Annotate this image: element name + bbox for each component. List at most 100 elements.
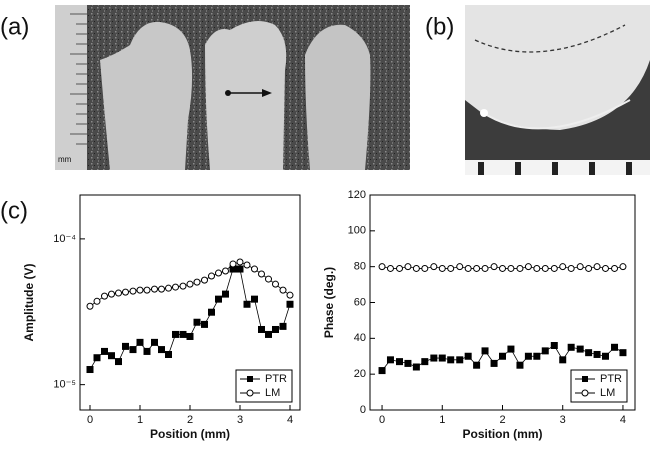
marker <box>412 363 420 371</box>
marker <box>101 347 108 355</box>
marker <box>251 265 258 273</box>
marker <box>464 352 472 360</box>
marker <box>208 308 215 316</box>
marker <box>559 356 567 364</box>
marker <box>151 338 158 346</box>
marker <box>143 286 151 294</box>
marker <box>186 280 194 288</box>
marker <box>541 347 549 355</box>
marker <box>86 366 94 374</box>
photo-b <box>465 5 650 175</box>
marker <box>421 264 429 272</box>
marker <box>516 264 524 272</box>
marker <box>593 350 601 358</box>
marker <box>481 264 489 272</box>
legend-box <box>235 369 293 403</box>
marker <box>378 367 386 375</box>
x-tick-label: 0 <box>87 414 93 426</box>
marker <box>559 263 567 271</box>
x-tick-label: 3 <box>237 414 243 426</box>
marker <box>490 359 498 367</box>
y-tick-label: 120 <box>348 189 366 201</box>
marker <box>447 356 455 364</box>
marker <box>222 290 229 298</box>
marker <box>193 318 201 326</box>
marker <box>265 275 272 283</box>
marker <box>541 264 549 272</box>
marker <box>386 264 394 272</box>
marker <box>101 292 108 300</box>
marker <box>412 264 420 272</box>
scale-label: mm <box>58 155 72 164</box>
marker <box>593 263 601 271</box>
y-tick-label: 100 <box>348 225 366 237</box>
marker <box>158 346 165 354</box>
y-tick-label: 10⁻⁵ <box>53 379 76 391</box>
marker <box>193 278 201 286</box>
marker <box>122 342 129 350</box>
marker <box>378 263 386 271</box>
marker <box>215 269 222 277</box>
marker <box>258 325 265 333</box>
marker <box>585 264 593 272</box>
marker <box>265 330 272 338</box>
marker <box>279 322 287 330</box>
marker <box>115 289 122 297</box>
marker <box>456 356 464 364</box>
marker <box>481 347 489 355</box>
marker <box>524 263 532 271</box>
marker <box>129 287 137 295</box>
marker <box>151 285 158 293</box>
marker <box>386 356 394 364</box>
marker <box>611 264 619 272</box>
y-axis-label: Amplitude (V) <box>22 264 36 342</box>
marker <box>619 349 627 357</box>
x-tick-label: 1 <box>137 414 143 426</box>
y-tick-label: 20 <box>354 368 366 380</box>
marker <box>93 297 101 305</box>
marker <box>516 361 524 369</box>
marker <box>251 295 258 303</box>
marker <box>576 263 584 271</box>
marker <box>499 352 506 360</box>
legend-label: PTR <box>600 373 622 385</box>
y-axis-label: Phase (deg.) <box>322 267 336 338</box>
x-tick-label: 4 <box>287 414 293 426</box>
marker <box>286 291 294 299</box>
marker <box>438 264 446 272</box>
marker <box>490 263 498 271</box>
marker <box>576 345 584 353</box>
marker <box>430 263 438 271</box>
x-axis-label: Position (mm) <box>150 427 230 441</box>
marker <box>507 264 515 272</box>
marker <box>585 349 593 357</box>
marker <box>136 286 144 294</box>
marker <box>158 285 165 293</box>
x-axis-label: Position (mm) <box>463 427 543 441</box>
marker <box>136 338 144 346</box>
y-tick-label: 40 <box>354 332 366 344</box>
marker <box>456 263 464 271</box>
legend-label: LM <box>265 387 280 399</box>
marker <box>619 263 627 271</box>
legend-marker <box>582 376 588 382</box>
marker <box>396 358 404 366</box>
marker <box>279 286 287 294</box>
y-tick-label: 80 <box>354 261 366 273</box>
marker <box>286 300 294 308</box>
photo-a <box>55 5 410 170</box>
legend-marker <box>581 389 589 397</box>
marker <box>438 354 446 362</box>
marker <box>567 264 575 272</box>
marker <box>93 354 101 362</box>
y-tick-label: 60 <box>354 296 366 308</box>
legend-label: LM <box>600 387 615 399</box>
marker <box>473 361 481 369</box>
marker <box>108 352 115 360</box>
marker <box>236 265 244 273</box>
legend-label: PTR <box>265 373 287 385</box>
marker <box>236 258 244 266</box>
marker <box>421 358 429 366</box>
marker <box>447 264 455 272</box>
